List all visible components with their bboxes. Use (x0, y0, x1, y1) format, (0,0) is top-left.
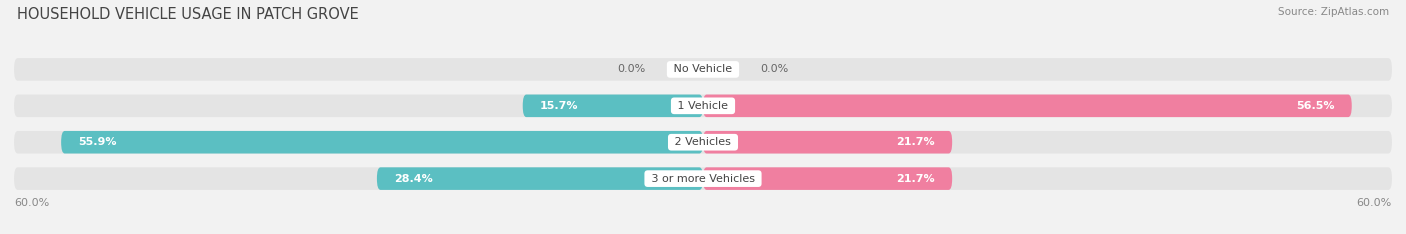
Text: 1 Vehicle: 1 Vehicle (675, 101, 731, 111)
FancyBboxPatch shape (377, 167, 703, 190)
Text: Source: ZipAtlas.com: Source: ZipAtlas.com (1278, 7, 1389, 17)
FancyBboxPatch shape (14, 131, 1392, 154)
Text: 21.7%: 21.7% (896, 174, 935, 184)
FancyBboxPatch shape (703, 167, 952, 190)
FancyBboxPatch shape (14, 58, 1392, 81)
Text: 15.7%: 15.7% (540, 101, 578, 111)
Text: 3 or more Vehicles: 3 or more Vehicles (648, 174, 758, 184)
Text: 56.5%: 56.5% (1296, 101, 1334, 111)
Text: No Vehicle: No Vehicle (671, 64, 735, 74)
FancyBboxPatch shape (703, 95, 1351, 117)
Text: 60.0%: 60.0% (14, 198, 49, 208)
FancyBboxPatch shape (703, 131, 952, 154)
FancyBboxPatch shape (14, 167, 1392, 190)
FancyBboxPatch shape (14, 95, 1392, 117)
Text: 21.7%: 21.7% (896, 137, 935, 147)
Text: 28.4%: 28.4% (394, 174, 433, 184)
FancyBboxPatch shape (523, 95, 703, 117)
Text: 55.9%: 55.9% (79, 137, 117, 147)
Text: 2 Vehicles: 2 Vehicles (671, 137, 735, 147)
Text: 0.0%: 0.0% (761, 64, 789, 74)
Text: HOUSEHOLD VEHICLE USAGE IN PATCH GROVE: HOUSEHOLD VEHICLE USAGE IN PATCH GROVE (17, 7, 359, 22)
Text: 0.0%: 0.0% (617, 64, 645, 74)
FancyBboxPatch shape (60, 131, 703, 154)
Text: 60.0%: 60.0% (1357, 198, 1392, 208)
